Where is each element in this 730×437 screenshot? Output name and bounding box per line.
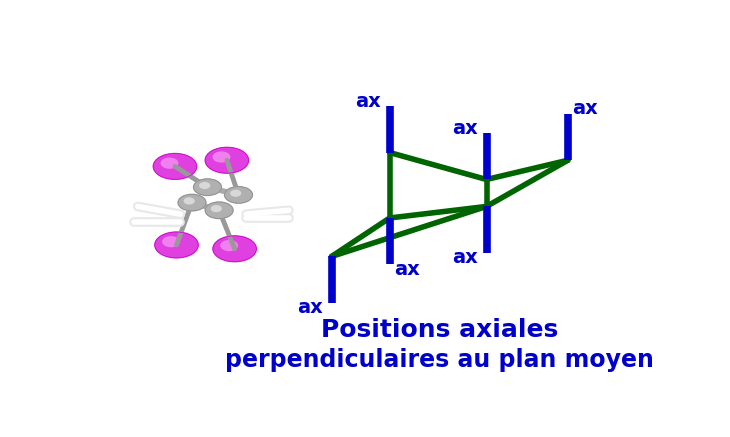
Circle shape	[205, 147, 249, 173]
Circle shape	[163, 237, 180, 246]
Text: ax: ax	[572, 100, 598, 118]
Circle shape	[225, 187, 253, 203]
Text: Positions axiales: Positions axiales	[320, 318, 558, 342]
Text: ax: ax	[452, 248, 478, 267]
Circle shape	[200, 183, 210, 188]
Circle shape	[212, 206, 221, 212]
Circle shape	[178, 194, 206, 211]
Circle shape	[231, 191, 241, 196]
Text: ax: ax	[356, 92, 381, 111]
Circle shape	[155, 232, 199, 258]
Circle shape	[153, 153, 196, 179]
Circle shape	[221, 241, 237, 250]
Text: ax: ax	[452, 119, 478, 138]
Circle shape	[161, 158, 178, 168]
Circle shape	[213, 152, 230, 162]
Circle shape	[193, 179, 221, 195]
Text: ax: ax	[297, 298, 323, 317]
Text: ax: ax	[393, 260, 420, 279]
Text: perpendiculaires au plan moyen: perpendiculaires au plan moyen	[225, 348, 653, 372]
Circle shape	[185, 198, 194, 204]
Circle shape	[213, 236, 256, 262]
Circle shape	[205, 202, 233, 218]
